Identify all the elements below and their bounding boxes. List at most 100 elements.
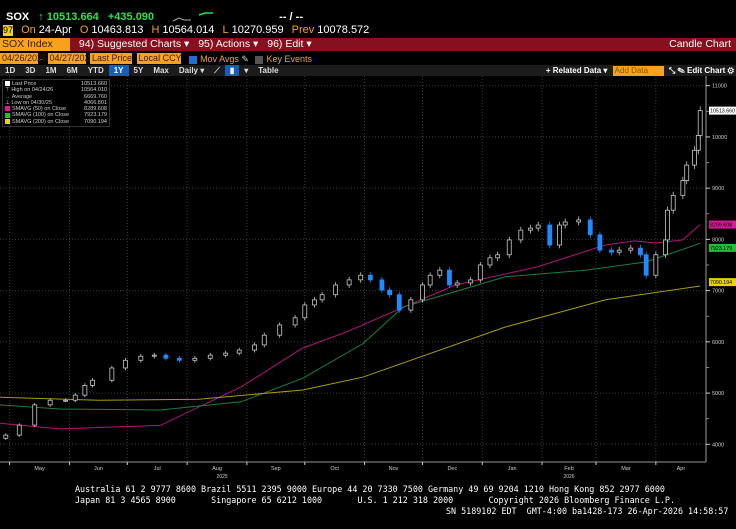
last-price: 10513.664 (46, 11, 99, 23)
candle-body (151, 354, 157, 357)
period-6m[interactable]: 6M (66, 66, 78, 75)
legend-item: ⊤ High on 04/24/26 10564.010 (5, 87, 107, 93)
start-date-input[interactable]: 04/26/2025 (0, 53, 48, 64)
prev-label: Prev (291, 24, 315, 36)
candle-body (663, 239, 668, 256)
candle-body (576, 219, 582, 223)
low-label: L (222, 24, 229, 36)
period-5y[interactable]: 5Y (133, 66, 144, 75)
currency-select[interactable]: Local CCY (136, 53, 182, 64)
candle-body (32, 404, 38, 426)
candle-body (163, 354, 169, 359)
candle-body (292, 317, 298, 326)
mov-avgs-checkbox[interactable] (189, 55, 198, 64)
pencil-icon[interactable]: ✎ (238, 54, 249, 64)
candle-body (192, 357, 198, 361)
candle-body (697, 110, 703, 136)
related-data-button[interactable]: + Related Data ▾ (545, 66, 608, 75)
line-chart-icon[interactable]: ⟋ (214, 66, 220, 75)
candle-body (653, 254, 659, 276)
field-select[interactable]: Last Price (90, 53, 133, 64)
low-value: 10270.959 (231, 24, 284, 36)
legend-item: SMAVG (200) on Close 7090.194 (5, 119, 107, 125)
candle-body (47, 399, 53, 406)
moving-average-line (0, 242, 701, 411)
candle-body (695, 134, 701, 151)
candle-body (562, 221, 568, 226)
frequency-select[interactable]: Daily ▾ (178, 66, 205, 75)
actions-menu[interactable]: 95) Actions ▾ (198, 38, 259, 50)
y-tick-label: 10000 (712, 135, 727, 141)
footer-line-3: SN 5189102 EDT GMT-4:00 ba1428-173 26-Ap… (446, 506, 729, 516)
end-date-input[interactable]: 04/27/2026 (47, 53, 95, 64)
key-events-label: Key Events (266, 54, 313, 64)
candle-body (556, 224, 562, 246)
period-1y[interactable]: 1Y (108, 65, 129, 76)
candle-body (109, 367, 115, 381)
candle-body (468, 279, 474, 284)
footer-line-2: Japan 81 3 4565 8900 Singapore 65 6212 1… (75, 495, 676, 505)
candle-body (408, 299, 414, 311)
chart-type-title: Candle Chart (669, 38, 731, 50)
sma100-tag: 7923.179 (709, 243, 736, 252)
expand-icon[interactable]: ⤡ (668, 66, 676, 75)
sma200-tag-bg (709, 278, 736, 287)
edit-chart-button[interactable]: ✎ Edit Chart (677, 66, 726, 75)
key-events-checkbox[interactable] (255, 55, 264, 64)
candle-body (312, 299, 317, 306)
edit-menu[interactable]: 96) Edit ▾ (267, 38, 312, 50)
legend-item: Last Price 10513.660 (5, 81, 107, 87)
period-3d[interactable]: 3D (25, 66, 36, 75)
price-chart[interactable]: 4000 5000 6000 7000 8000 9000 10000 11000 May Jun… (0, 76, 736, 482)
period-ytd[interactable]: YTD (87, 66, 104, 75)
candle-body (420, 284, 425, 301)
legend-marker-icon: ⊥ (5, 99, 12, 106)
security-input[interactable]: SOX Index (0, 38, 70, 51)
candle-body (367, 274, 373, 281)
candle-body (518, 229, 524, 241)
candle-body (437, 269, 443, 276)
table-button[interactable]: Table (258, 66, 279, 75)
add-data-input[interactable]: Add Data (612, 66, 664, 76)
candle-body (680, 180, 686, 196)
legend-item: → Average 6669.760 (5, 94, 107, 100)
x-tick-label: Dec (447, 466, 457, 472)
candle-body (487, 257, 493, 266)
up-arrow-icon: ↑ (38, 11, 44, 23)
candle-chart-icon[interactable]: ▮ (224, 65, 240, 76)
news-icon[interactable]: 97 (3, 24, 14, 36)
legend-value: 6669.760 (84, 93, 107, 100)
last-price-tag: 10513.660 (709, 106, 736, 115)
more-icon[interactable]: ▾ (244, 66, 249, 75)
legend-item: SMAVG (50) on Close 8289.608 (5, 106, 107, 112)
suggested-charts-menu[interactable]: 94) Suggested Charts ▾ (78, 38, 190, 50)
candle-body (261, 334, 267, 346)
candle-body (535, 224, 541, 229)
candle-body (319, 294, 325, 301)
sma200-tag: 7090.194 (709, 278, 736, 287)
gear-icon[interactable]: ⚙ (727, 66, 734, 75)
x-tick-label: Jul (154, 466, 161, 472)
legend-swatch-icon (5, 118, 10, 124)
candle-body (16, 424, 22, 436)
candle-body (665, 209, 670, 241)
y-tick-label: 11000 (712, 84, 727, 90)
candle-body (387, 289, 393, 296)
y-tick-label: 8000 (712, 237, 724, 243)
period-1m[interactable]: 1M (45, 66, 57, 75)
period-max[interactable]: Max (153, 66, 169, 75)
legend-value: 7090.194 (84, 118, 107, 125)
candle-body (236, 349, 242, 354)
candle-body (597, 234, 603, 251)
sma200-tag-text: 7090.194 (710, 280, 732, 286)
period-1d[interactable]: 1D (5, 66, 16, 75)
candle-body (379, 279, 385, 291)
legend-label: SMAVG (100) on Close (5, 112, 69, 118)
candle-body (277, 324, 283, 336)
sma50-tag-text: 8289.608 (710, 223, 732, 229)
candle-body (346, 279, 352, 286)
x-tick-label: Aug (212, 466, 222, 472)
candle-body (3, 434, 9, 439)
x-tick-label: Jan (508, 466, 517, 472)
legend-value: 8289.608 (84, 106, 107, 113)
